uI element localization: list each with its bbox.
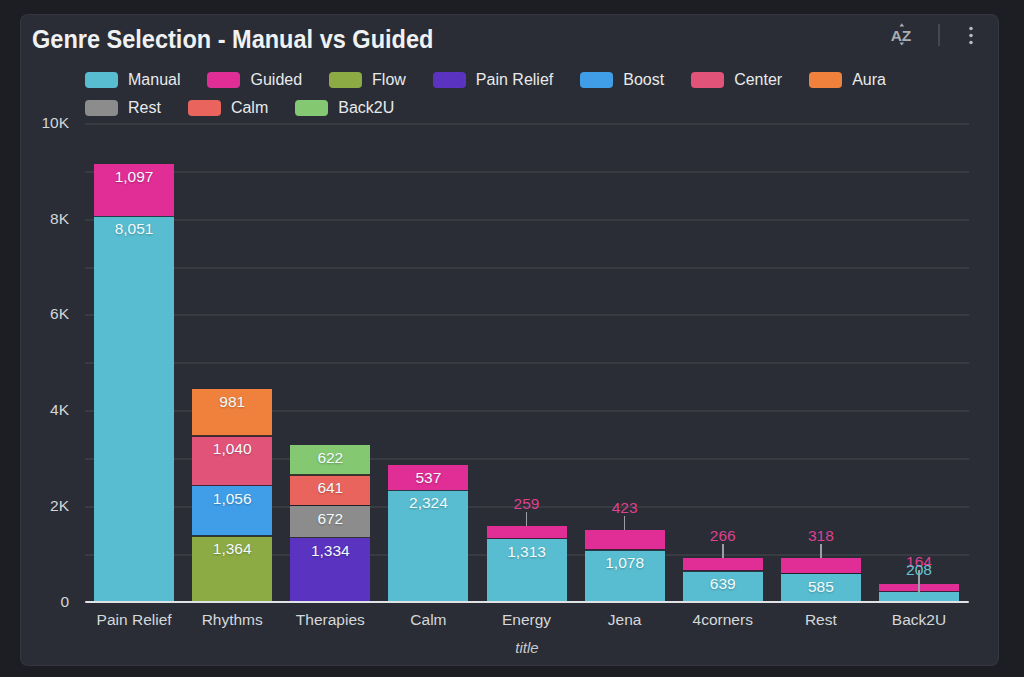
svg-text:AZ: AZ — [891, 27, 912, 44]
